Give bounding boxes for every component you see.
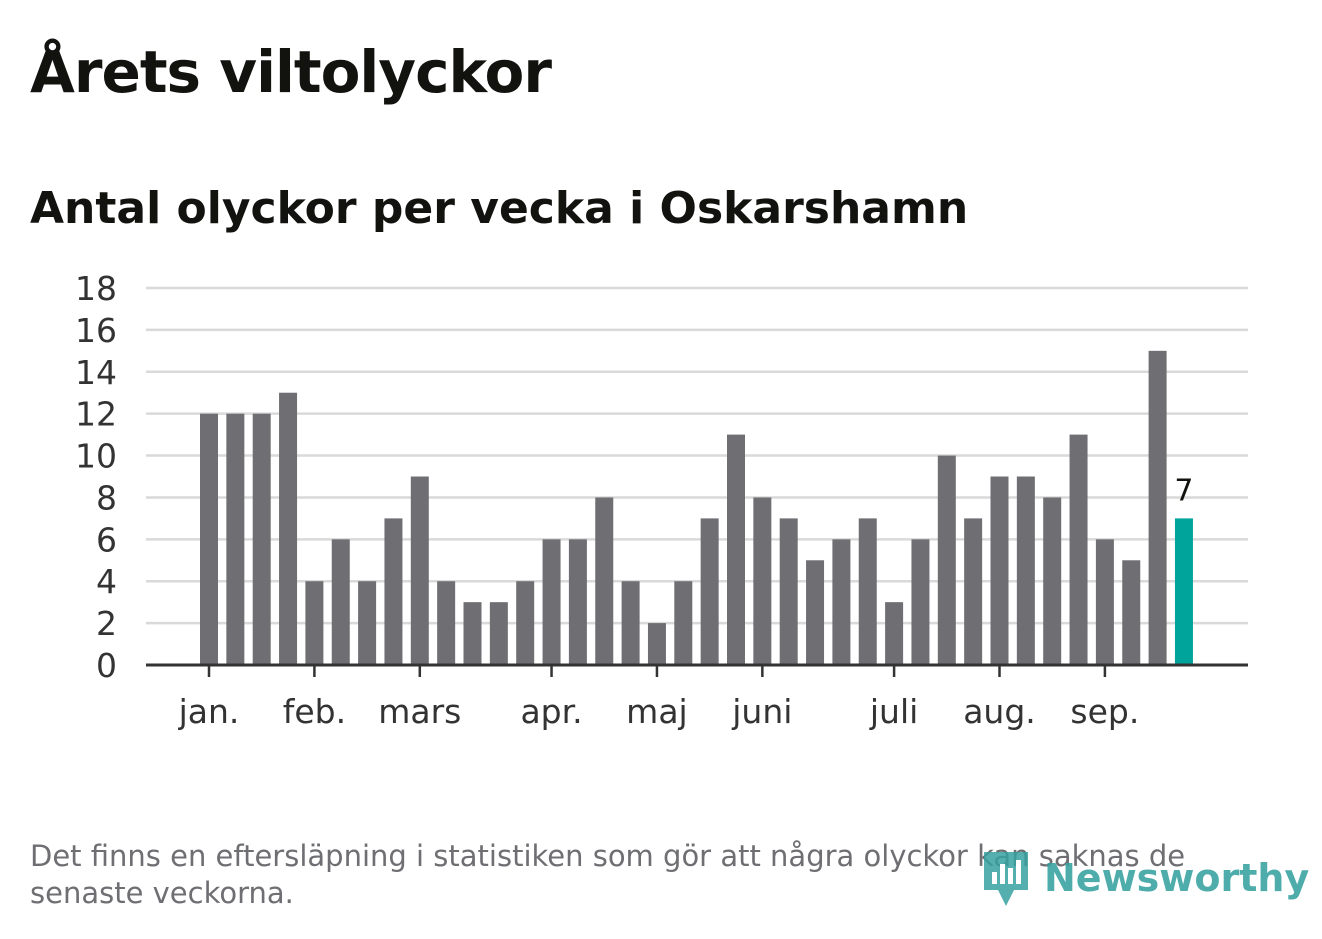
bar [1069, 434, 1088, 665]
chart-title: Årets viltolyckor [30, 38, 552, 106]
bar [753, 497, 772, 665]
newsworthy-logo: Newsworthy [980, 845, 1309, 911]
bar [437, 581, 456, 665]
bar [410, 476, 429, 665]
x-tick-label: feb. [283, 692, 346, 731]
bar [990, 476, 1009, 665]
bar [911, 539, 930, 665]
y-tick-label: 6 [96, 520, 117, 559]
bar [595, 497, 614, 665]
x-tick-label: aug. [963, 692, 1036, 731]
bar [832, 539, 851, 665]
bar [226, 413, 245, 665]
bar [779, 518, 798, 665]
bar [858, 518, 877, 665]
bar [964, 518, 983, 665]
bar [542, 539, 561, 665]
logo-text: Newsworthy [1044, 856, 1310, 900]
data-label: 7 [1174, 473, 1193, 508]
bar [1095, 539, 1114, 665]
newsworthy-logo-icon [984, 852, 1028, 906]
bar [885, 602, 904, 665]
bar [1148, 350, 1167, 665]
bar [252, 413, 271, 665]
x-tick-label: sep. [1070, 692, 1139, 731]
y-tick-label: 18 [75, 269, 117, 308]
bar [1122, 560, 1141, 665]
bar [463, 602, 482, 665]
bar [331, 539, 350, 665]
bar [621, 581, 640, 665]
y-tick-label: 14 [75, 353, 117, 392]
bar [674, 581, 693, 665]
x-tick-label: apr. [520, 692, 582, 731]
bar [489, 602, 508, 665]
bar [700, 518, 719, 665]
bar [200, 413, 218, 665]
bar [568, 539, 587, 665]
y-tick-label: 12 [75, 395, 117, 434]
bar [279, 392, 298, 665]
x-tick-label: juli [869, 692, 918, 731]
y-tick-label: 8 [96, 478, 117, 517]
x-tick-label: jan. [178, 692, 240, 731]
highlight-bar [1174, 518, 1193, 665]
bar [305, 581, 324, 665]
bar [647, 623, 666, 665]
y-tick-label: 0 [96, 646, 117, 685]
bar [1043, 497, 1062, 665]
bar [516, 581, 535, 665]
x-tick-label: juni [731, 692, 792, 731]
y-tick-label: 2 [96, 604, 117, 643]
y-tick-label: 10 [75, 437, 117, 476]
bar [937, 455, 956, 665]
bar [727, 434, 745, 665]
x-tick-label: maj [626, 692, 688, 731]
y-tick-label: 4 [96, 562, 117, 601]
bar [358, 581, 377, 665]
y-tick-label: 16 [75, 311, 117, 350]
x-tick-label: mars [378, 692, 461, 731]
chart-subtitle: Antal olyckor per vecka i Oskarshamn [30, 183, 969, 234]
bar [1016, 476, 1035, 665]
bar [384, 518, 403, 665]
bar [806, 560, 825, 665]
